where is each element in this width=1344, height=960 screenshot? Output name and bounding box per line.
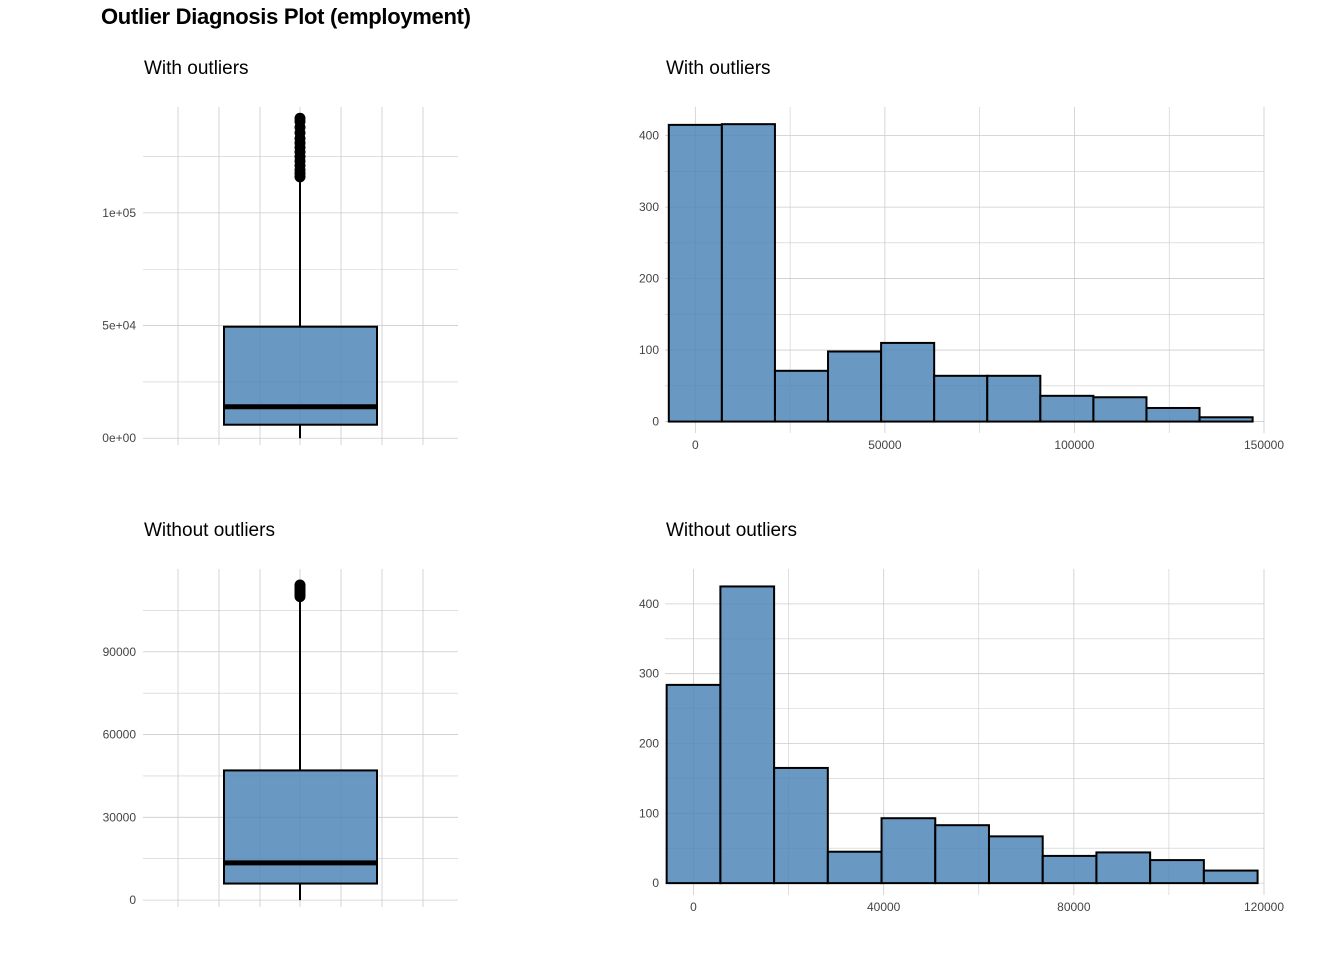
x-tick-label: 120000 bbox=[1244, 900, 1284, 914]
box-iqr bbox=[223, 325, 378, 426]
x-tick-label: 80000 bbox=[1057, 900, 1091, 914]
y-tick-label: 90000 bbox=[103, 645, 137, 659]
histogram-bar bbox=[665, 683, 722, 885]
chart-box-without: 0 30000 60000 90000 bbox=[103, 569, 458, 907]
y-tick-label: 0 bbox=[652, 876, 659, 890]
histogram-bar bbox=[1198, 416, 1254, 423]
figure-title: Outlier Diagnosis Plot (employment) bbox=[101, 4, 471, 29]
y-tick-label: 0 bbox=[652, 415, 659, 429]
y-tick-label: 200 bbox=[639, 737, 659, 751]
chart-hist-with: 0 100 200 300 400 0 50000 100000 150000 bbox=[639, 107, 1284, 452]
histogram-bar bbox=[720, 123, 776, 423]
y-tick-label: 300 bbox=[639, 200, 659, 214]
histogram-bar bbox=[934, 824, 990, 885]
histogram-bar bbox=[880, 817, 937, 885]
histogram-bar bbox=[933, 374, 989, 423]
histogram-bar bbox=[1145, 406, 1201, 423]
histogram-bar bbox=[826, 850, 883, 885]
outlier-point bbox=[294, 112, 306, 124]
histogram-bar bbox=[1149, 859, 1205, 885]
y-tick-label: 100 bbox=[639, 806, 659, 820]
histogram-bar bbox=[773, 766, 829, 885]
histogram-bar bbox=[773, 369, 830, 423]
y-tick-label: 300 bbox=[639, 667, 659, 681]
histogram-bar bbox=[880, 341, 936, 423]
y-tick-label: 60000 bbox=[103, 728, 137, 742]
x-tick-label: 100000 bbox=[1054, 438, 1094, 452]
y-tick-label: 5e+04 bbox=[102, 319, 136, 333]
y-tick-label: 200 bbox=[639, 272, 659, 286]
histogram-bar bbox=[1041, 854, 1098, 885]
y-tick-label: 400 bbox=[639, 129, 659, 143]
panel-title-hist-with: With outliers bbox=[666, 58, 771, 79]
histogram-bar bbox=[986, 374, 1042, 423]
y-tick-label: 0e+00 bbox=[102, 431, 136, 445]
chart-hist-without: 0 100 200 300 400 0 40000 80000 120000 bbox=[639, 569, 1284, 914]
histogram-bar bbox=[667, 123, 723, 423]
chart-box-with: 0e+00 5e+04 1e+05 bbox=[102, 107, 458, 445]
x-tick-label: 0 bbox=[692, 438, 699, 452]
y-tick-label: 30000 bbox=[103, 810, 137, 824]
histogram-bar bbox=[1202, 869, 1259, 885]
histogram-bar bbox=[1039, 394, 1095, 423]
panel-title-box-with: With outliers bbox=[144, 58, 249, 79]
panel-title-hist-without: Without outliers bbox=[666, 520, 797, 541]
histogram-bar bbox=[827, 350, 883, 423]
histogram-bar bbox=[987, 835, 1044, 885]
y-tick-label: 0 bbox=[129, 893, 136, 907]
outlier-point bbox=[294, 579, 306, 591]
x-tick-label: 150000 bbox=[1244, 438, 1284, 452]
histogram-bar bbox=[719, 585, 776, 885]
y-tick-label: 1e+05 bbox=[102, 206, 136, 220]
panel-title-box-without: Without outliers bbox=[144, 520, 275, 541]
y-tick-label: 400 bbox=[639, 597, 659, 611]
x-tick-label: 0 bbox=[690, 900, 697, 914]
x-tick-label: 50000 bbox=[868, 438, 902, 452]
box-iqr bbox=[223, 769, 378, 885]
y-tick-label: 100 bbox=[639, 343, 659, 357]
histogram-bar bbox=[1095, 851, 1152, 885]
histogram-bar bbox=[1092, 396, 1148, 423]
x-tick-label: 40000 bbox=[867, 900, 901, 914]
